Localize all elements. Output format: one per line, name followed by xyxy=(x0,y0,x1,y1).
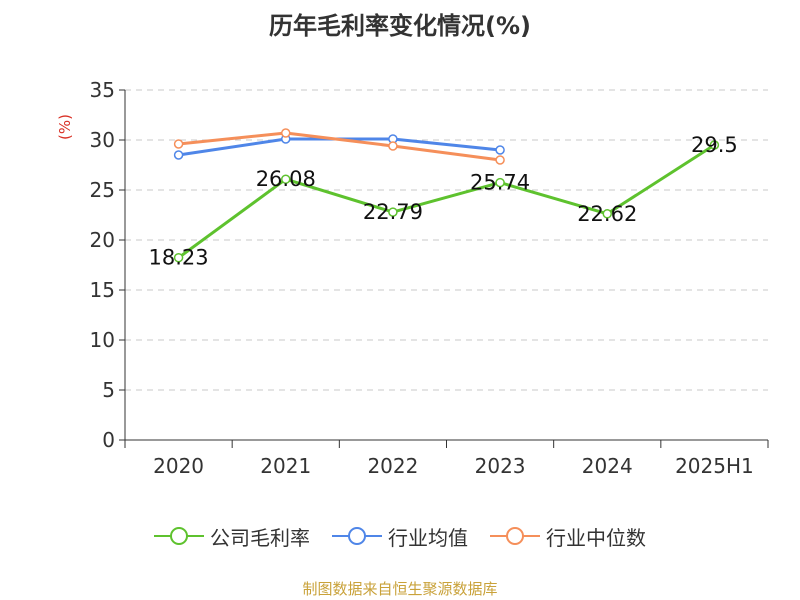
y-tick-label: 10 xyxy=(90,328,115,352)
series-lines xyxy=(173,128,720,263)
data-point xyxy=(281,128,291,138)
legend-label: 公司毛利率 xyxy=(210,525,310,550)
data-labels: 18.23 26.08 22.79 25.74 22.62 29.5 xyxy=(149,133,738,270)
axes: 0 5 10 15 20 25 30 35 (%) 2020 2021 2022 2023 2024 202… xyxy=(56,78,769,478)
data-label: 26.08 xyxy=(256,167,316,191)
data-point xyxy=(602,209,612,219)
x-tick-label: 2025H1 xyxy=(675,454,754,478)
data-point xyxy=(495,145,505,155)
legend-item[interactable]: 行业中位数 xyxy=(490,522,646,551)
legend-marker-icon xyxy=(154,527,204,545)
data-label: 25.74 xyxy=(470,171,530,195)
data-point xyxy=(388,207,398,217)
legend-circle xyxy=(348,527,366,545)
legend-circle xyxy=(170,527,188,545)
y-tick-label: 15 xyxy=(90,278,115,302)
x-tick-label: 2021 xyxy=(260,454,311,478)
y-axis-label: (%) xyxy=(56,114,74,140)
y-tick-label: 20 xyxy=(90,228,115,252)
data-point xyxy=(495,155,505,165)
y-tick-label: 35 xyxy=(90,78,115,102)
y-tick-label: 30 xyxy=(90,128,115,152)
x-tick-label: 2022 xyxy=(367,454,418,478)
x-tick-label: 2020 xyxy=(153,454,204,478)
data-point xyxy=(281,174,291,184)
x-tick-label: 2024 xyxy=(582,454,633,478)
data-label: 29.5 xyxy=(691,133,738,157)
gridlines xyxy=(125,89,768,391)
legend-marker-icon xyxy=(332,527,382,545)
data-label: 22.62 xyxy=(577,202,637,226)
data-label: 18.23 xyxy=(149,246,209,270)
chart-title: 历年毛利率变化情况(%) xyxy=(269,12,531,40)
series-line xyxy=(177,143,716,259)
legend-item[interactable]: 公司毛利率 xyxy=(154,522,310,551)
data-point xyxy=(709,140,720,150)
legend-label: 行业中位数 xyxy=(546,525,646,550)
legend-label: 行业均值 xyxy=(388,525,468,550)
source-note: 制图数据来自恒生聚源数据库 xyxy=(302,580,498,598)
data-point xyxy=(388,141,398,151)
x-tick-label: 2023 xyxy=(475,454,526,478)
data-point xyxy=(495,177,505,188)
y-tick-label: 25 xyxy=(90,178,115,202)
data-point xyxy=(173,150,184,160)
series-line xyxy=(178,131,501,162)
y-tick-label: 0 xyxy=(102,428,115,452)
legend-circle xyxy=(506,527,524,545)
legend: 公司毛利率 行业均值 行业中位数 xyxy=(0,519,800,553)
legend-item[interactable]: 行业均值 xyxy=(332,522,468,551)
legend-marker-icon xyxy=(490,527,540,545)
data-point xyxy=(173,252,184,263)
data-label: 22.79 xyxy=(363,200,423,224)
y-tick-label: 5 xyxy=(102,378,115,402)
data-point xyxy=(173,139,184,149)
